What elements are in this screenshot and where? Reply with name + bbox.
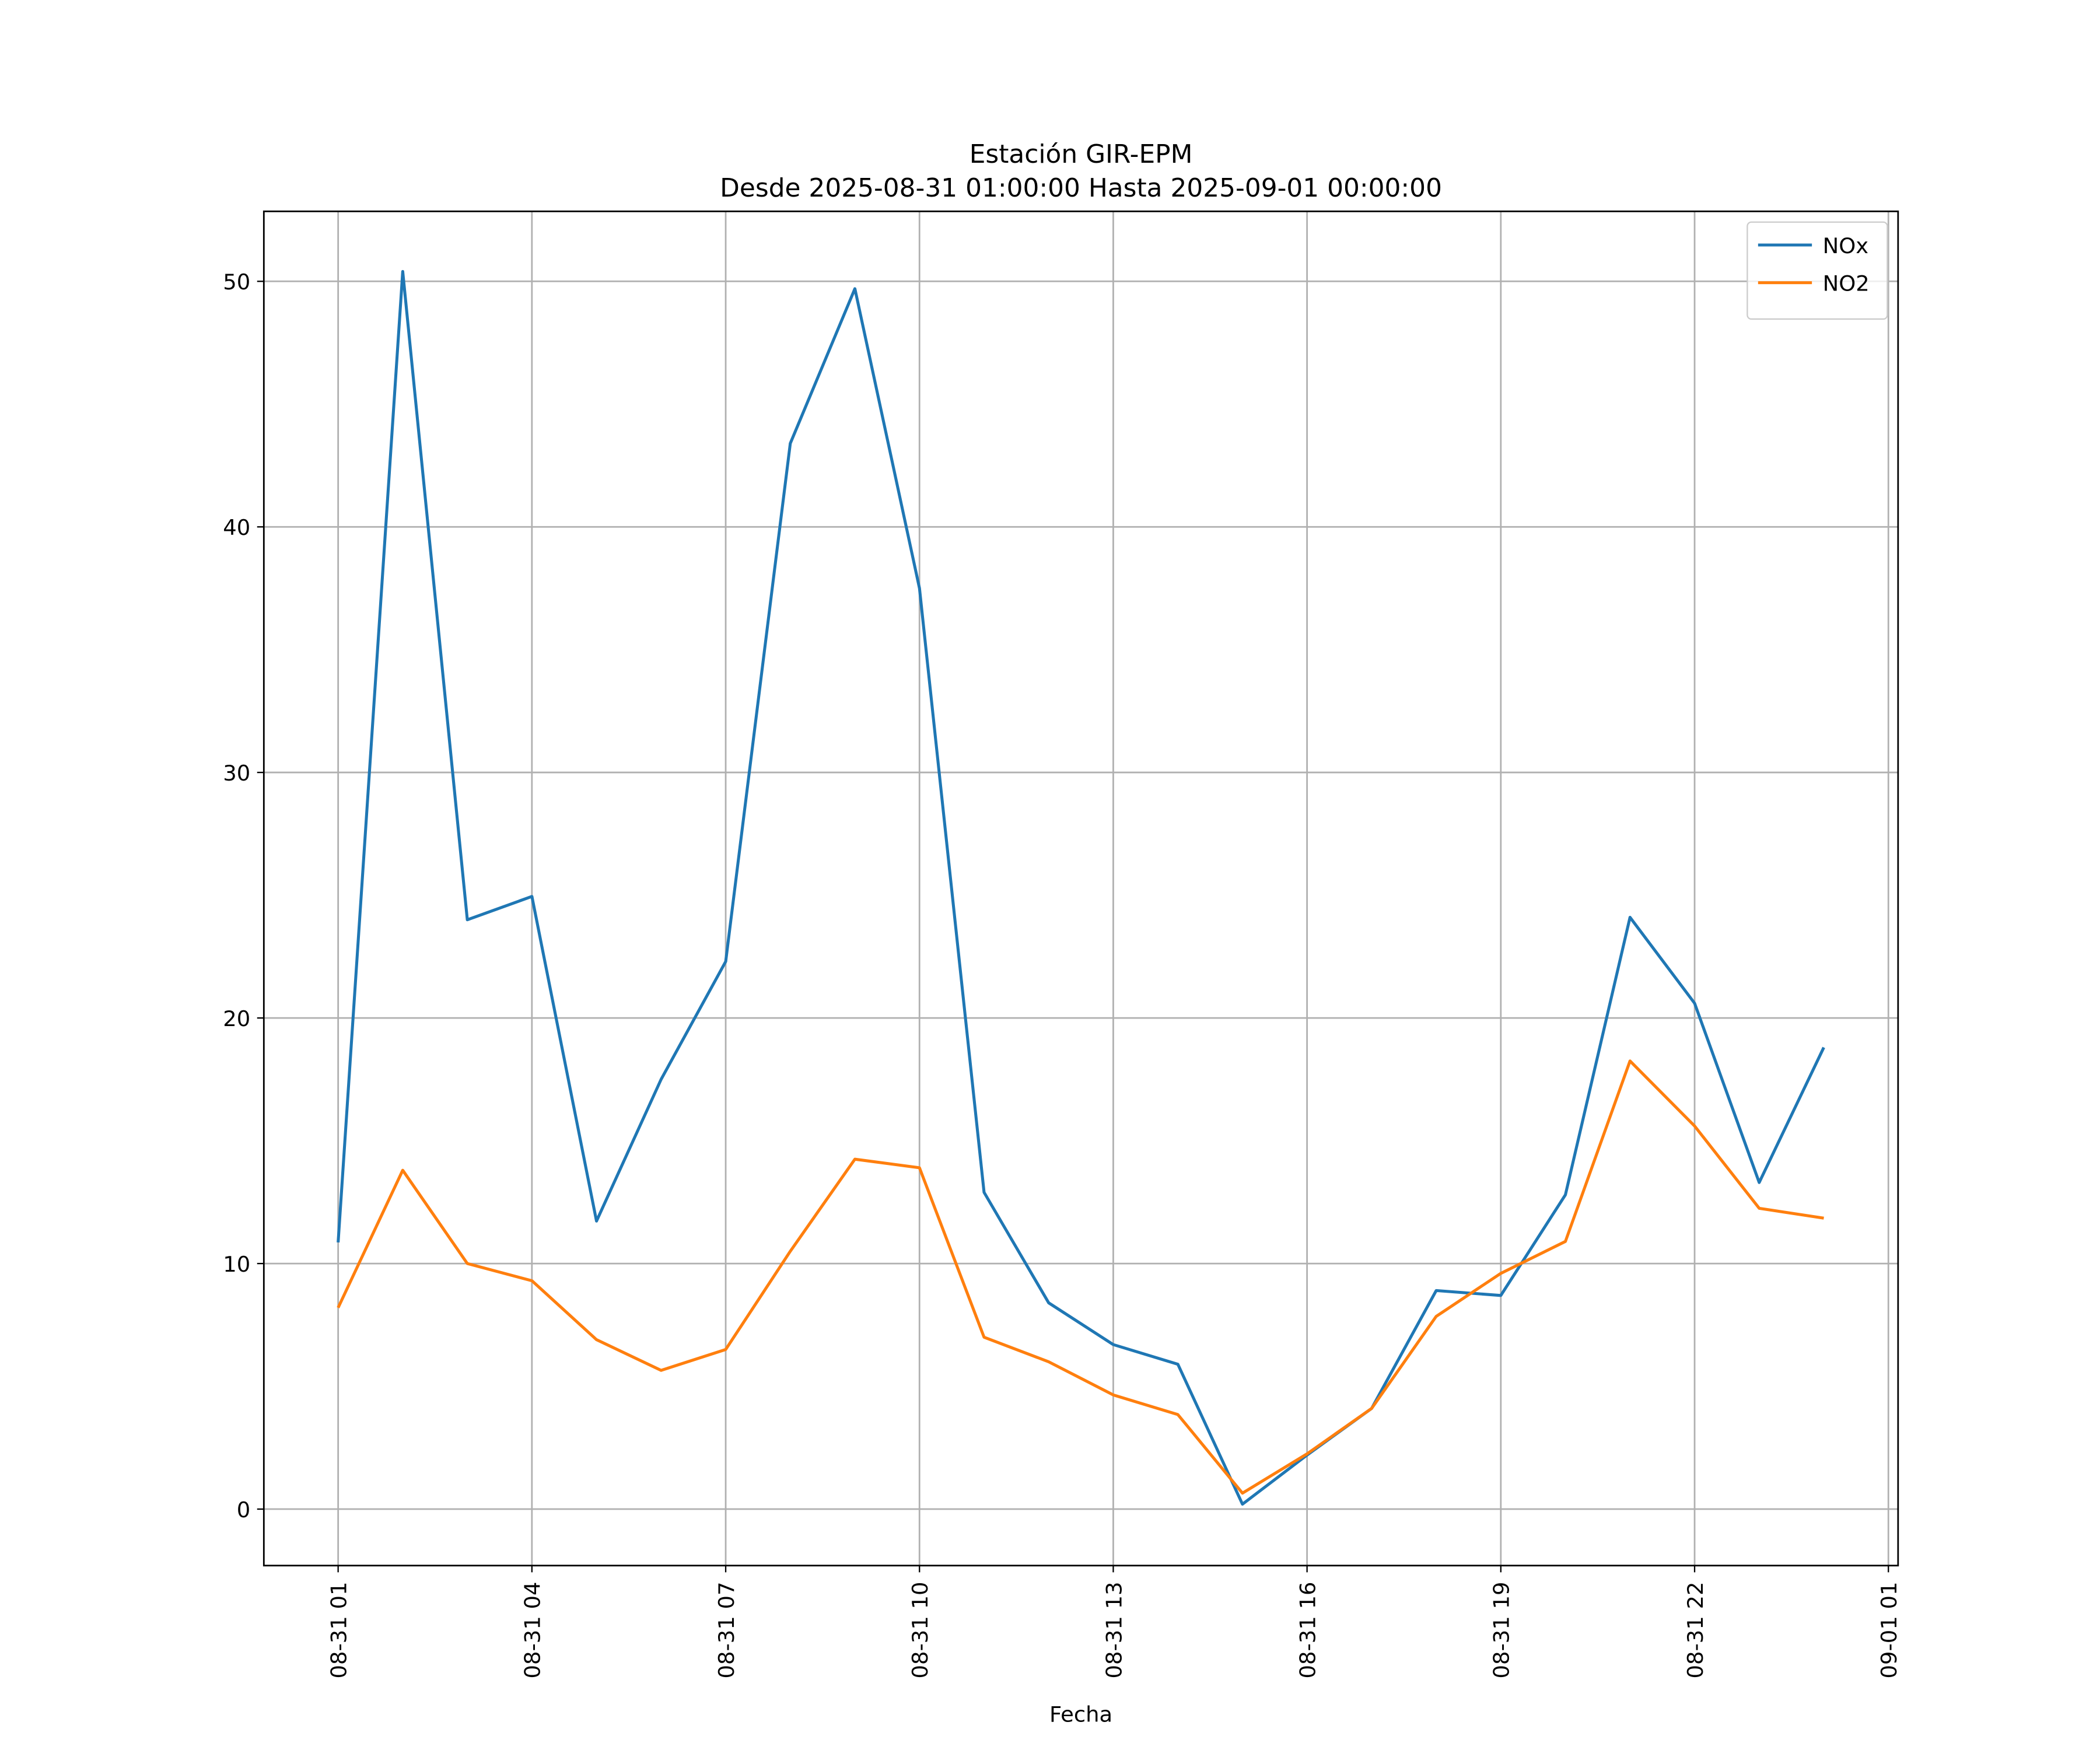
series-line: [337, 1059, 1824, 1495]
legend-label: NOx: [1823, 233, 1869, 258]
legend: NOx NO2: [1746, 221, 1888, 320]
y-tick-label: 50: [223, 270, 250, 295]
legend-label: NO2: [1823, 271, 1870, 296]
x-tick-label: 08-31 10: [908, 1582, 933, 1679]
y-tick-label: 40: [223, 515, 250, 540]
y-tick-label: 30: [223, 761, 250, 786]
y-tick-label: 0: [237, 1497, 250, 1522]
chart-subtitle: Desde 2025-08-31 01:00:00 Hasta 2025-09-…: [720, 173, 1442, 203]
x-tick-label: 08-31 07: [714, 1582, 739, 1679]
x-tick-label: 08-31 19: [1489, 1582, 1514, 1679]
x-tick-label: 08-31 16: [1295, 1582, 1320, 1679]
y-tick-label: 20: [223, 1006, 250, 1031]
x-tick-label: 08-31 04: [520, 1582, 545, 1679]
series-line: [337, 270, 1825, 1506]
x-tick-label: 09-01 01: [1877, 1582, 1902, 1679]
x-axis-label: Fecha: [1049, 1702, 1112, 1727]
y-tick-label: 10: [223, 1252, 250, 1277]
x-tick-label: 08-31 01: [326, 1582, 351, 1679]
chart-title: Estación GIR-EPM: [970, 139, 1193, 169]
plot-frame: [262, 210, 1899, 1567]
x-tick-label: 08-31 13: [1101, 1582, 1126, 1679]
x-tick-label: 08-31 22: [1683, 1582, 1708, 1679]
